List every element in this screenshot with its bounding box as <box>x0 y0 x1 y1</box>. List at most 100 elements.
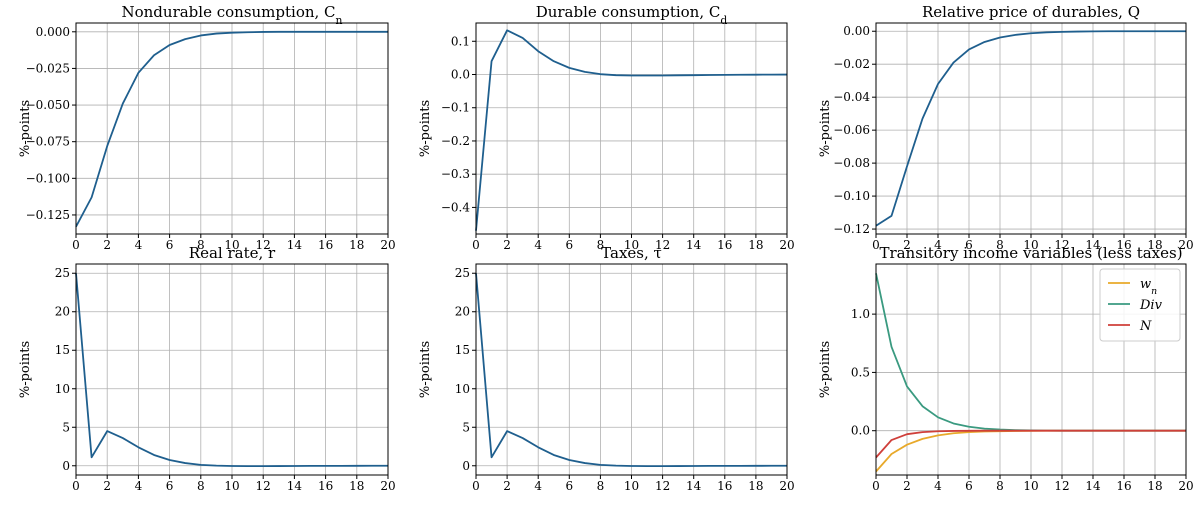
y-tick-label: −0.075 <box>26 135 70 149</box>
x-tick-label: 2 <box>903 238 911 252</box>
y-tick-label: 15 <box>455 343 470 357</box>
y-tick-label: 0.00 <box>843 24 870 38</box>
x-tick-label: 0 <box>72 479 80 493</box>
x-tick-label: 6 <box>565 479 573 493</box>
x-tick-label: 10 <box>1023 479 1038 493</box>
x-tick-label: 8 <box>197 479 205 493</box>
x-tick-label: 18 <box>349 238 364 252</box>
chart-panel-3: 0 2 4 6 8 10 12 14 16 18 20 −0.12 −0.10 −0.08 −0.06 −0.… <box>818 3 1194 252</box>
y-axis-label: %-points <box>418 100 433 157</box>
x-tick-label: 16 <box>717 479 732 493</box>
chart-panel-2: 0 2 4 6 8 10 12 14 16 18 20 −0.4 −0.3 −0.2 −0.1 0.0 0.1 D… <box>418 3 795 252</box>
x-tick-label: 12 <box>655 479 670 493</box>
chart-panel-1: 0 2 4 6 8 10 12 14 16 18 20 −0.125 −0.100 −0.075 −0.05… <box>18 3 396 252</box>
x-tick-label: 2 <box>103 479 111 493</box>
y-axis-label: %-points <box>818 100 833 157</box>
y-tick-label: 0.0 <box>851 424 870 438</box>
x-tick-label: 4 <box>135 238 143 252</box>
x-tick-label: 18 <box>1147 479 1162 493</box>
x-tick-label: 18 <box>748 238 763 252</box>
x-tick-label: 8 <box>597 479 605 493</box>
x-tick-label: 6 <box>565 238 573 252</box>
y-tick-label: −0.08 <box>833 156 870 170</box>
legend-label: N <box>1139 319 1152 334</box>
x-tick-label: 10 <box>1023 238 1038 252</box>
y-tick-label: −0.02 <box>833 57 870 71</box>
x-tick-label: 6 <box>965 238 973 252</box>
x-tick-label: 12 <box>1054 479 1069 493</box>
legend-box <box>1099 268 1181 342</box>
x-tick-label: 12 <box>256 479 271 493</box>
x-tick-label: 14 <box>1085 238 1101 252</box>
x-tick-label: 4 <box>934 238 942 252</box>
x-tick-label: 8 <box>597 238 605 252</box>
y-axis-label: %-points <box>18 100 33 157</box>
x-tick-label: 0 <box>872 238 880 252</box>
x-tick-label: 20 <box>1178 479 1193 493</box>
x-tick-label: 20 <box>380 238 395 252</box>
x-tick-label: 4 <box>934 479 942 493</box>
y-tick-label: −0.10 <box>833 189 870 203</box>
legend-label: Div <box>1139 298 1163 313</box>
y-tick-label: 1.0 <box>851 307 870 321</box>
x-tick-label: 20 <box>779 238 794 252</box>
y-tick-label: −0.06 <box>833 123 870 137</box>
y-axis-label: %-points <box>418 341 433 398</box>
series-line-1 <box>475 273 788 468</box>
x-tick-label: 2 <box>503 238 511 252</box>
y-tick-label: 25 <box>455 266 470 280</box>
x-tick-label: 14 <box>686 238 702 252</box>
chart-title: Relative price of durables, Q <box>922 3 1140 21</box>
y-tick-label: −0.050 <box>26 98 70 112</box>
x-tick-label: 14 <box>1085 479 1101 493</box>
y-tick-label: −0.1 <box>441 101 470 115</box>
y-tick-label: 0 <box>462 459 470 473</box>
x-tick-label: 18 <box>349 479 364 493</box>
y-tick-label: −0.025 <box>26 61 70 75</box>
x-tick-label: 20 <box>1178 238 1193 252</box>
chart-title: Real rate, r <box>189 244 276 262</box>
x-tick-label: 6 <box>166 238 174 252</box>
chart-panel-4: 0 2 4 6 8 10 12 14 16 18 20 0 5 10 15 20 25 Real rate, r%… <box>18 244 396 493</box>
y-tick-label: 0.1 <box>451 34 470 48</box>
chart-panel-6: 0 2 4 6 8 10 12 14 16 18 20 0.0 0.5 1.0 Transitory inc… <box>818 244 1194 493</box>
y-tick-label: 0.5 <box>851 365 870 379</box>
x-tick-label: 8 <box>197 238 205 252</box>
legend-label: wn <box>1140 277 1157 297</box>
y-axis-label: %-points <box>18 341 33 398</box>
y-tick-label: 0.000 <box>36 25 70 39</box>
series-line-1 <box>475 29 788 231</box>
x-tick-label: 18 <box>1147 238 1162 252</box>
x-tick-label: 0 <box>472 238 480 252</box>
chart-title: Taxes, τ <box>601 244 662 262</box>
y-tick-label: 15 <box>55 343 70 357</box>
x-tick-label: 16 <box>1116 479 1131 493</box>
x-tick-label: 16 <box>1116 238 1131 252</box>
x-tick-label: 20 <box>779 479 794 493</box>
x-tick-label: 10 <box>624 238 639 252</box>
x-tick-label: 2 <box>903 479 911 493</box>
x-tick-label: 2 <box>503 479 511 493</box>
series-line-1 <box>75 30 388 228</box>
y-tick-label: −0.125 <box>26 208 70 222</box>
y-tick-label: 25 <box>55 266 70 280</box>
x-tick-label: 8 <box>996 479 1004 493</box>
x-tick-label: 14 <box>287 238 303 252</box>
x-tick-label: 4 <box>534 238 542 252</box>
y-tick-label: 0 <box>62 459 70 473</box>
x-tick-label: 0 <box>872 479 880 493</box>
x-tick-label: 20 <box>380 479 395 493</box>
x-tick-label: 6 <box>965 479 973 493</box>
x-tick-label: 14 <box>287 479 303 493</box>
y-tick-label: −0.12 <box>833 222 870 236</box>
y-tick-label: 10 <box>455 382 470 396</box>
x-tick-label: 4 <box>135 479 143 493</box>
x-tick-label: 18 <box>748 479 763 493</box>
x-tick-label: 4 <box>534 479 542 493</box>
x-tick-label: 10 <box>224 479 239 493</box>
y-tick-label: −0.4 <box>441 200 471 214</box>
y-axis-label: %-points <box>818 341 833 398</box>
x-tick-label: 14 <box>686 479 702 493</box>
